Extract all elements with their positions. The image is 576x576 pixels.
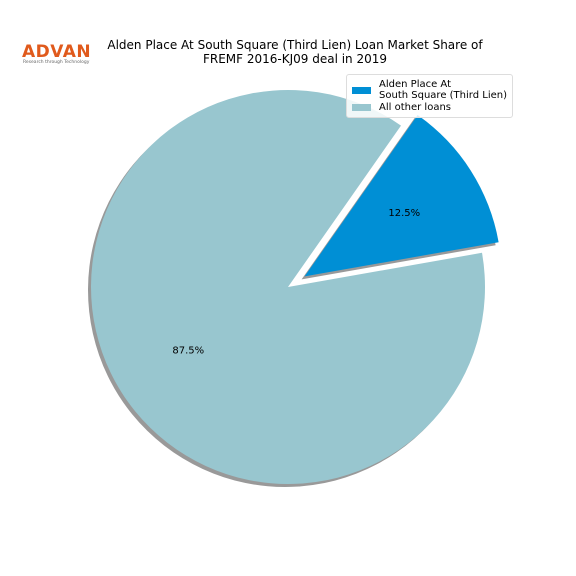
logo-tagline: Research through Technology bbox=[23, 60, 90, 65]
legend-swatch bbox=[352, 86, 372, 94]
slice bbox=[91, 90, 486, 485]
chart-title: Alden Place At South Square (Third Lien)… bbox=[107, 38, 483, 66]
legend-swatch bbox=[352, 104, 372, 111]
slice bbox=[304, 115, 499, 277]
legend-label: Alden Place At South Square (Third Lien) bbox=[379, 79, 507, 101]
slice-label: 87.5% bbox=[172, 346, 204, 357]
slice-label: 12.5% bbox=[388, 208, 420, 219]
legend-entry: Alden Place At South Square (Third Lien) bbox=[352, 79, 507, 101]
logo: ADVAN bbox=[22, 42, 92, 62]
legend-entry: All other loans bbox=[352, 102, 507, 113]
legend: Alden Place At South Square (Third Lien)… bbox=[346, 74, 513, 118]
legend-label: All other loans bbox=[379, 102, 451, 113]
